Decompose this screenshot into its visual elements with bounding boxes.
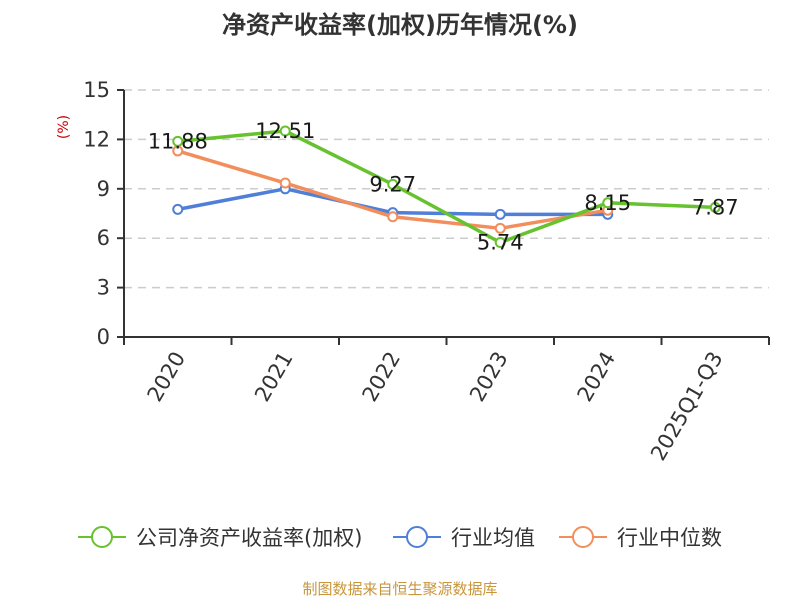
- series-2-point-2021[interactable]: [279, 177, 291, 189]
- axes: 0 3 6 9 12 15 2020 2021 2022 2023 2024 2025Q1-Q3: [83, 78, 770, 465]
- data-label-2022: 9.27: [369, 172, 416, 196]
- legend-circle-icon: [406, 526, 428, 548]
- series-0-point-2024[interactable]: [602, 197, 614, 209]
- legend-label-1: 行业均值: [451, 526, 535, 550]
- data-label-2025Q1-Q3: 7.87: [692, 195, 739, 219]
- y-tick-label-0: 0: [97, 325, 110, 349]
- y-tick-label-6: 6: [97, 226, 110, 250]
- legend-label-0: 公司净资产收益率(加权): [136, 526, 362, 550]
- series-2: [172, 145, 614, 234]
- legend[interactable]: 公司净资产收益率(加权) 行业均值 行业中位数: [78, 526, 722, 550]
- x-tick-label-2024: 2024: [573, 348, 621, 406]
- y-axis-unit-label: (%): [56, 115, 72, 139]
- series-line-0: [177, 129, 716, 245]
- y-tick-label-15: 15: [83, 78, 110, 102]
- series-0-point-2022[interactable]: [387, 178, 399, 190]
- legend-item-2[interactable]: 行业中位数: [559, 526, 722, 550]
- x-tick-label-2025Q1-Q3: 2025Q1-Q3: [646, 348, 728, 465]
- legend-circle-icon: [572, 526, 594, 548]
- y-tick-label-3: 3: [97, 276, 110, 300]
- legend-circle-icon: [91, 526, 113, 548]
- data-label-2021: 12.51: [255, 119, 315, 143]
- x-tick-label-2021: 2021: [250, 348, 298, 406]
- series-1-point-2020[interactable]: [172, 203, 184, 215]
- series-0-point-2021[interactable]: [279, 125, 291, 137]
- data-label-2023: 5.74: [477, 230, 524, 254]
- data-source-note: 制图数据来自恒生聚源数据库: [302, 580, 497, 598]
- series-0-point-2025Q1-Q3[interactable]: [709, 201, 721, 213]
- series-2-point-2023[interactable]: [494, 222, 506, 234]
- legend-item-1[interactable]: 行业均值: [393, 526, 535, 550]
- legend-label-2: 行业中位数: [617, 526, 722, 550]
- series-0-point-2020[interactable]: [172, 135, 184, 147]
- data-label-2020: 11.88: [148, 129, 208, 153]
- y-tick-label-12: 12: [83, 127, 110, 151]
- x-tick-label-2020: 2020: [143, 348, 191, 406]
- grid-lines: [124, 89, 769, 289]
- series-lines: [172, 125, 721, 248]
- data-labels: 11.88 12.51 9.27 5.74 8.15 7.87: [148, 119, 739, 254]
- legend-item-0[interactable]: 公司净资产收益率(加权): [78, 526, 362, 550]
- x-tick-label-2022: 2022: [358, 348, 406, 406]
- y-tick-label-9: 9: [97, 177, 110, 201]
- chart-title: 净资产收益率(加权)历年情况(%): [222, 11, 578, 39]
- series-0: [172, 125, 721, 248]
- series-2-point-2022[interactable]: [387, 211, 399, 223]
- data-label-2024: 8.15: [584, 191, 631, 215]
- series-0-point-2023[interactable]: [494, 236, 506, 248]
- series-1-point-2023[interactable]: [494, 208, 506, 220]
- x-tick-label-2023: 2023: [465, 348, 513, 406]
